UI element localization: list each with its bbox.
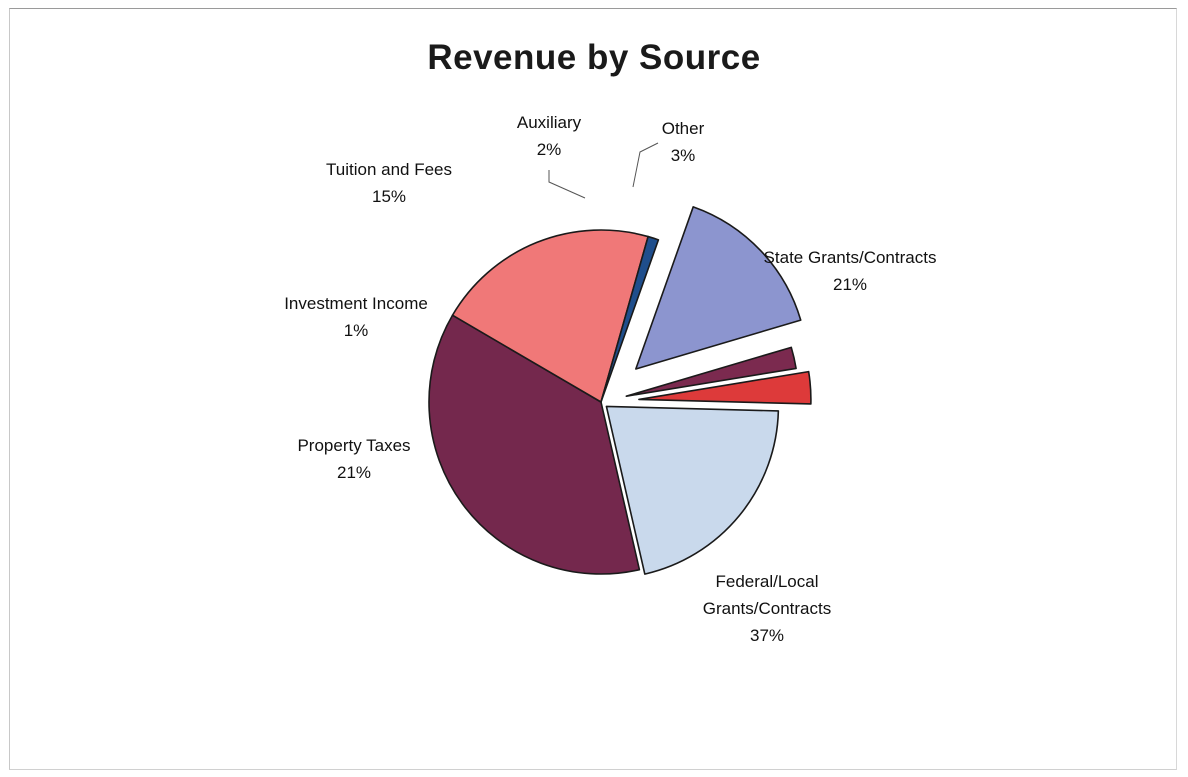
pie-slice-other <box>638 370 812 405</box>
slice-label-investment-income: Investment Income 1% <box>284 294 428 340</box>
leader-lines <box>548 142 659 199</box>
pie-slice-auxiliary <box>625 346 797 397</box>
slice-label-tuition-and-fees: Tuition and Fees 15% <box>326 160 452 206</box>
slice-label-state-grants-contracts: State Grants/Contracts 21% <box>764 248 937 294</box>
slice-label-property-taxes: Property Taxes 21% <box>297 436 410 482</box>
leader-line-other <box>632 142 659 188</box>
pie-slice-federal-local-grants-contracts <box>428 314 641 575</box>
pie-slices <box>428 206 812 575</box>
slice-label-federal-local-grants-contracts: Federal/Local Grants/Contracts 37% <box>703 572 832 645</box>
slice-label-auxiliary: Auxiliary 2% <box>517 113 582 159</box>
pie-slice-tuition-and-fees <box>635 206 802 370</box>
pie-slice-state-grants-contracts <box>605 405 780 575</box>
pie-slice-investment-income <box>600 235 660 403</box>
slice-labels: State Grants/Contracts 21% Federal/Local Gr… <box>284 113 936 645</box>
slice-label-other: Other 3% <box>662 119 705 165</box>
pie-slice-property-taxes <box>451 229 649 403</box>
chart-title: Revenue by Source <box>427 38 761 77</box>
leader-line-auxiliary <box>548 170 586 199</box>
